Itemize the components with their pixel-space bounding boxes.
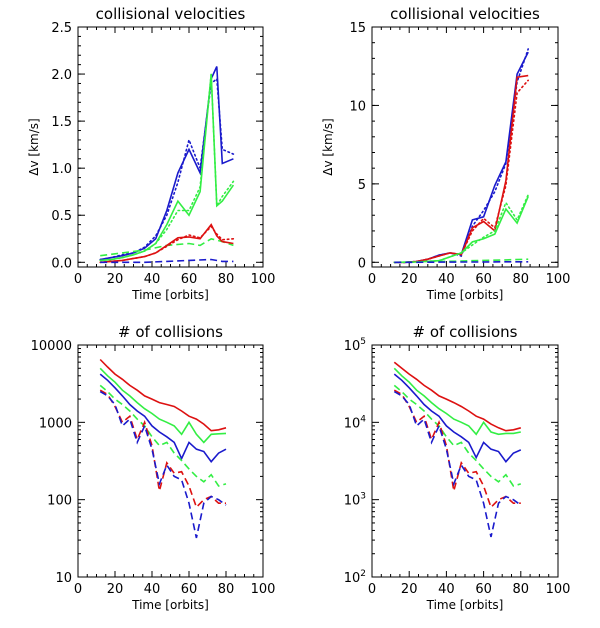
chart-title: # of collisions	[118, 323, 223, 341]
series-red-dashed	[99, 389, 226, 509]
series-green-solid	[393, 367, 521, 436]
y-tick-label: 1.5	[51, 115, 72, 130]
x-tick-label: 40	[144, 582, 161, 597]
series-blue-solid	[99, 373, 227, 463]
panel-collisions-left: # of collisions 0 20 40 60 80 100 Time [orbits]…	[31, 323, 276, 612]
y-tick-label: 100	[47, 494, 72, 509]
series-blue-dashed	[100, 258, 234, 264]
series-blue-dotted	[99, 77, 235, 261]
plot-frame	[77, 26, 264, 268]
plot-frame	[77, 344, 264, 578]
y-tick-label: 102	[344, 569, 366, 586]
y-tick-label: 0.5	[51, 209, 72, 224]
x-tick-label: 80	[513, 582, 530, 597]
series-group	[99, 358, 227, 539]
x-tick-label: 40	[438, 272, 455, 287]
x-tick-label: 60	[181, 582, 198, 597]
x-tick-label: 80	[218, 272, 235, 287]
y-tick-label: 1.0	[51, 162, 72, 177]
series-red-solid	[99, 358, 227, 432]
series-red-dashed	[393, 389, 521, 509]
y-axis-label: Δv [km/s]	[27, 118, 41, 175]
series-group	[393, 48, 530, 264]
x-tick-label: 60	[475, 272, 492, 287]
plot-frame	[371, 344, 559, 578]
y-tick-label: 103	[344, 492, 366, 509]
y-tick-label: 10	[55, 571, 72, 586]
x-tick-label: 60	[475, 582, 492, 597]
y-tick-label: 105	[344, 337, 366, 354]
y-tick-label: 2.5	[51, 21, 72, 36]
y-tick-label: 1000	[39, 416, 72, 431]
x-tick-label: 40	[144, 272, 161, 287]
series-red-dotted	[99, 225, 235, 264]
x-tick-label: 20	[107, 272, 124, 287]
y-axis-label: Δv [km/s]	[321, 118, 335, 175]
chart-title: # of collisions	[413, 323, 518, 341]
x-tick-label: 80	[218, 582, 235, 597]
series-blue-solid	[100, 66, 234, 261]
series-green-solid	[99, 367, 227, 444]
x-axis-label: Time [orbits]	[426, 288, 504, 302]
x-tick-label: 0	[368, 582, 376, 597]
y-tick-label: 104	[344, 414, 367, 431]
x-axis-label: Time [orbits]	[426, 598, 504, 612]
series-green-dotted	[99, 74, 235, 262]
series-red-solid	[393, 361, 522, 432]
x-tick-label: 0	[74, 272, 82, 287]
x-tick-label: 20	[401, 582, 418, 597]
series-green-dashed	[393, 384, 522, 487]
chart-title: collisional velocities	[390, 5, 540, 23]
series-green-dotted	[393, 194, 530, 264]
x-axis-label: Time [orbits]	[131, 598, 209, 612]
chart-title: collisional velocities	[96, 5, 246, 23]
panel-collisions-right: # of collisions 0 20 40 60 80 100 Time [orbits]…	[344, 323, 571, 612]
series-green-dashed	[99, 384, 227, 487]
x-tick-label: 60	[181, 272, 198, 287]
series-group	[99, 66, 235, 264]
series-group	[393, 361, 522, 538]
x-tick-label: 0	[74, 582, 82, 597]
x-tick-label: 0	[368, 272, 376, 287]
series-blue-dashed	[393, 390, 522, 538]
x-tick-label: 100	[251, 582, 276, 597]
y-tick-label: 10000	[31, 339, 72, 354]
series-blue-dashed	[99, 390, 227, 539]
x-axis-label: Time [orbits]	[131, 288, 209, 302]
x-tick-label: 40	[438, 582, 455, 597]
series-green-solid	[100, 74, 235, 262]
x-tick-label: 100	[251, 272, 276, 287]
plot-frame	[371, 26, 559, 268]
y-tick-label: 15	[349, 21, 366, 36]
series-green-dashed	[100, 237, 234, 257]
series-red-dotted	[393, 79, 530, 264]
y-tick-label: 0.0	[51, 256, 72, 271]
y-tick-label: 5	[358, 178, 366, 193]
panel-velocities-left: collisional velocities 0 20 40 60 80 100 Time […	[27, 5, 275, 302]
x-tick-label: 100	[546, 272, 571, 287]
x-tick-label: 100	[546, 582, 571, 597]
y-tick-label: 0	[358, 256, 366, 271]
x-tick-label: 20	[401, 272, 418, 287]
series-blue-dashed	[394, 260, 529, 264]
y-tick-label: 10	[349, 99, 366, 114]
y-tick-label: 2.0	[51, 68, 72, 83]
x-tick-label: 20	[107, 582, 124, 597]
x-tick-label: 80	[513, 272, 530, 287]
series-blue-solid	[393, 373, 522, 463]
